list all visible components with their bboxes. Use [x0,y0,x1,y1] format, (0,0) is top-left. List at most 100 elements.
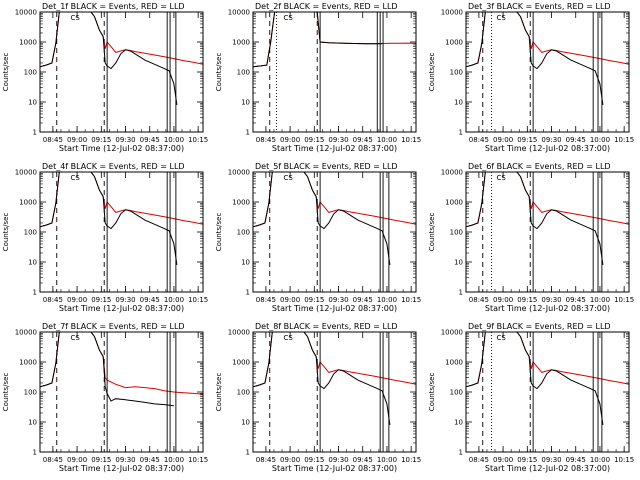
y-axis-label: Counts/sec [2,373,10,412]
y-tick-label: 100 [237,389,250,397]
chart-title: Det_2f BLACK = Events, RED = LLD [255,2,398,11]
x-tick-label: 09:45 [353,296,373,304]
y-tick-label: 1000 [19,199,37,207]
y-tick-label: 1 [33,449,37,457]
series-line-events-black [40,12,178,105]
x-axis-label: Start Time (12-Jul-02 08:37:00) [272,144,397,153]
y-axis-ticks: 10000 1000 100 10 1 [228,9,416,137]
chart-title: Det_1f BLACK = Events, RED = LLD [42,2,185,11]
y-axis-ticks: 10000 1000 100 10 1 [15,169,203,297]
x-tick-label: 09:45 [140,296,160,304]
x-tick-label: 08:45 [469,136,489,144]
chart-title: Det_9f BLACK = Events, RED = LLD [468,322,611,331]
x-tick-label: 09:15 [517,296,537,304]
x-tick-label: 09:45 [566,136,586,144]
x-tick-label: 10:00 [164,456,184,464]
x-tick-label: 10:15 [188,136,208,144]
y-tick-label: 10 [241,99,250,107]
x-tick-label: 09:00 [493,456,513,464]
x-tick-label: 09:00 [67,296,87,304]
plot-frame [465,11,630,133]
x-tick-label: 09:15 [91,456,111,464]
chart-title: Det_7f BLACK = Events, RED = LLD [42,322,185,331]
x-tick-label: 09:00 [280,296,300,304]
x-tick-label: 09:00 [67,136,87,144]
y-tick-label: 1 [33,289,37,297]
y-tick-label: 10000 [15,9,37,17]
y-axis-label: Counts/sec [428,213,436,252]
y-tick-label: 1 [459,289,463,297]
x-tick-label: 09:30 [541,296,561,304]
x-tick-label: 09:30 [541,136,561,144]
x-tick-label: 10:00 [590,136,610,144]
x-tick-label: 09:00 [493,136,513,144]
y-tick-label: 1 [459,449,463,457]
chart-panel-det4: Det_4f BLACK = Events, RED = LLD Counts/s… [2,162,208,313]
x-tick-label: 10:00 [164,296,184,304]
x-tick-label: 10:15 [614,296,634,304]
y-axis-label: Counts/sec [215,213,223,252]
y-tick-label: 1 [459,129,463,137]
y-tick-label: 1 [246,289,250,297]
x-tick-label: 09:00 [280,456,300,464]
x-axis-ticks: 08:45 09:00 09:15 09:30 09:45 10:00 10:15 [43,12,208,144]
y-tick-label: 10 [454,419,463,427]
chart-title: Det_6f BLACK = Events, RED = LLD [468,162,611,171]
chart-panel-det8: Det_8f BLACK = Events, RED = LLD Counts/s… [215,322,421,473]
y-axis-ticks: 10000 1000 100 10 1 [228,169,416,297]
x-tick-label: 10:15 [614,136,634,144]
y-axis-label: Counts/sec [2,213,10,252]
y-tick-label: 10 [241,419,250,427]
y-tick-label: 10000 [228,169,250,177]
plot-frame [252,331,417,453]
x-tick-label: 08:45 [469,456,489,464]
x-tick-label: 10:00 [377,456,397,464]
series-line-events-black [253,332,391,425]
y-tick-label: 100 [24,69,37,77]
x-tick-label: 09:15 [91,296,111,304]
y-tick-label: 100 [237,69,250,77]
x-tick-label: 08:45 [256,456,276,464]
y-tick-label: 10 [454,259,463,267]
y-tick-label: 100 [24,229,37,237]
chart-panel-det2: Det_2f BLACK = Events, RED = LLD Counts/s… [215,2,421,153]
chart-panel-det9: Det_9f BLACK = Events, RED = LLD Counts/s… [428,322,634,473]
x-axis-label: Start Time (12-Jul-02 08:37:00) [59,464,184,473]
y-tick-label: 100 [450,389,463,397]
x-tick-label: 09:45 [566,456,586,464]
x-tick-label: 09:30 [328,296,348,304]
plot-frame [252,171,417,293]
annotation-mark: CS [70,174,80,182]
x-tick-label: 09:45 [566,296,586,304]
x-tick-label: 09:15 [304,136,324,144]
annotation-mark: CS [496,174,506,182]
x-tick-label: 09:30 [115,296,135,304]
x-axis-label: Start Time (12-Jul-02 08:37:00) [485,304,610,313]
x-tick-label: 10:15 [188,456,208,464]
y-tick-label: 10000 [228,9,250,17]
annotation-mark: CS [283,14,293,22]
y-tick-label: 10000 [228,329,250,337]
x-axis-label: Start Time (12-Jul-02 08:37:00) [272,304,397,313]
y-tick-label: 10000 [15,169,37,177]
plot-frame [39,171,204,293]
annotation-mark: CS [496,14,506,22]
y-tick-label: 10 [454,99,463,107]
y-tick-label: 10000 [441,9,463,17]
chart-panel-det7: Det_7f BLACK = Events, RED = LLD Counts/s… [2,322,208,473]
x-tick-label: 09:45 [353,136,373,144]
x-axis-label: Start Time (12-Jul-02 08:37:00) [59,144,184,153]
x-tick-label: 08:45 [43,296,63,304]
x-tick-label: 09:30 [541,456,561,464]
x-tick-label: 09:30 [328,456,348,464]
x-tick-label: 10:00 [377,296,397,304]
x-tick-label: 10:15 [401,456,421,464]
annotation-mark: CS [496,334,506,342]
y-tick-label: 10000 [441,329,463,337]
x-tick-label: 09:15 [517,456,537,464]
y-axis-label: Counts/sec [215,53,223,92]
x-axis-label: Start Time (12-Jul-02 08:37:00) [59,304,184,313]
series-line-events-black [466,12,604,105]
x-axis-label: Start Time (12-Jul-02 08:37:00) [272,464,397,473]
y-tick-label: 10 [28,259,37,267]
